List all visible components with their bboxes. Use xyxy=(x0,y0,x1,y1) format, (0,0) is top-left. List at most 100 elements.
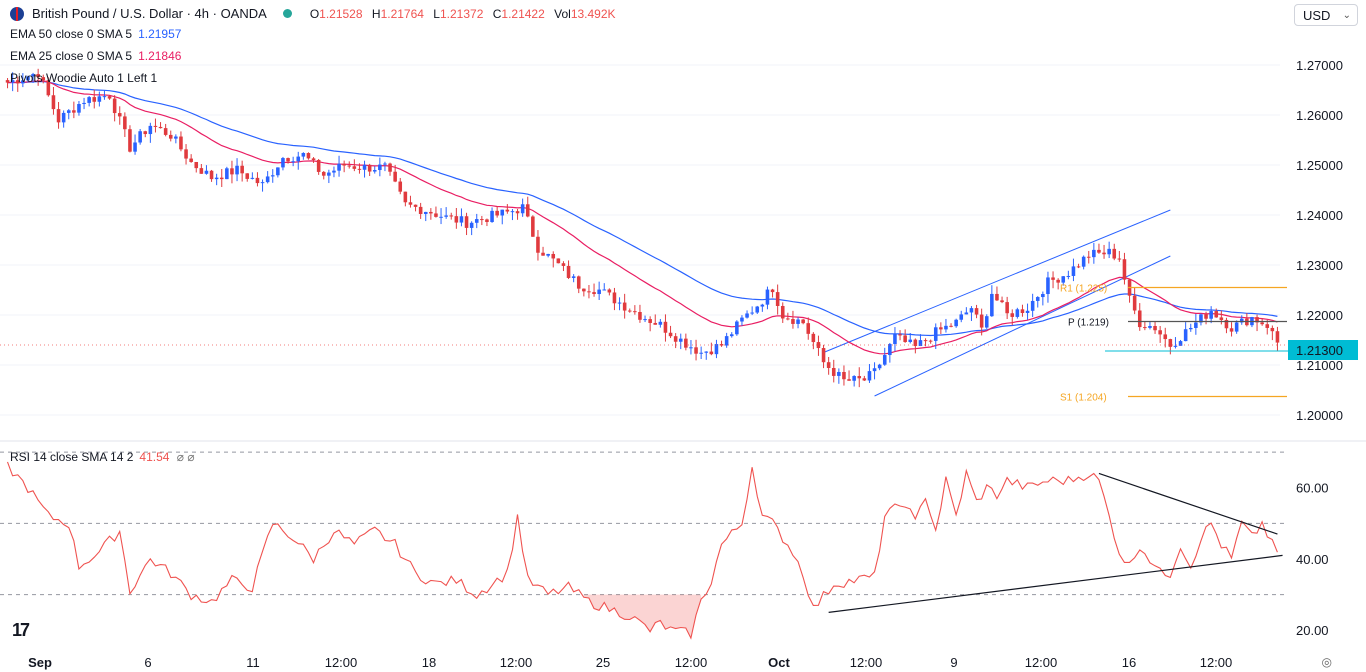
price-axis: 1.27000 1.26000 1.25000 1.24000 1.23000 1.220… xyxy=(1288,58,1358,423)
candle-body xyxy=(612,292,617,304)
rsi-panel: 60.00 40.00 20.00 xyxy=(0,451,1329,640)
ema50-label: EMA 50 close 0 SMA 5 xyxy=(10,27,133,41)
currency-value: USD xyxy=(1303,8,1331,23)
candle-body xyxy=(944,325,948,330)
candle-body xyxy=(882,355,887,365)
time-tick-label: 12:00 xyxy=(1025,655,1058,670)
candle-body xyxy=(393,171,397,182)
candle-body xyxy=(1051,277,1055,280)
candle-body xyxy=(26,76,30,81)
rsi-legend[interactable]: RSI 14 close SMA 14 2 41.54 ⌀ ⌀ xyxy=(10,450,195,464)
candle-body xyxy=(1097,249,1101,253)
candle-body xyxy=(102,96,107,98)
candle-body xyxy=(337,163,341,171)
candle-body xyxy=(332,170,336,173)
candle-body xyxy=(933,327,938,341)
candle-body xyxy=(1163,334,1168,340)
pivots-label: Pivots Woodie Auto 1 Left 1 xyxy=(10,71,158,85)
tradingview-logo-icon: 17 xyxy=(12,620,30,640)
candle-body xyxy=(1188,327,1193,330)
candle-body xyxy=(429,211,433,214)
candle-body xyxy=(622,302,627,311)
time-axis: Sep 6 11 12:00 18 12:00 25 12:00 Oct 12:00 9 12:00 1… xyxy=(28,655,1232,670)
candle-body xyxy=(1148,326,1152,328)
rsi-line xyxy=(6,461,1278,640)
price-tick-label: 1.22000 xyxy=(1296,308,1343,323)
candle-body xyxy=(485,219,489,223)
candle-body xyxy=(791,319,795,324)
candle-body xyxy=(877,364,882,369)
candle-body xyxy=(230,168,234,175)
candle-body xyxy=(694,347,698,354)
pivot-label: P (1.219) xyxy=(1068,318,1109,329)
ema25-legend[interactable]: EMA 25 close 0 SMA 5 1.21846 xyxy=(10,49,181,63)
candle-body xyxy=(72,110,76,113)
candle-body xyxy=(801,319,805,324)
candle-body xyxy=(1194,322,1198,328)
candle-body xyxy=(520,204,525,214)
pivots-legend[interactable]: Pivots Woodie Auto 1 Left 1 xyxy=(10,71,157,85)
candle-body xyxy=(480,219,484,221)
candle-body xyxy=(77,104,81,113)
ohlc-open-value: 1.21528 xyxy=(319,6,363,21)
candle-body xyxy=(97,96,102,102)
candle-body xyxy=(857,376,862,379)
price-tick-label: 1.23000 xyxy=(1296,258,1343,273)
candle-body xyxy=(872,368,877,372)
ema50-legend[interactable]: EMA 50 close 0 SMA 5 1.21957 xyxy=(10,27,181,41)
candle-body xyxy=(1122,259,1127,280)
candle-body xyxy=(321,171,326,176)
time-tick-label: 12:00 xyxy=(1200,655,1233,670)
candle-body xyxy=(163,128,168,135)
candle-body xyxy=(184,149,188,159)
candle-body xyxy=(61,112,66,123)
candle-body xyxy=(464,216,469,228)
candle-body xyxy=(128,129,132,152)
candle-body xyxy=(602,289,607,291)
candle-body xyxy=(1025,310,1030,314)
candle-body xyxy=(1030,300,1035,311)
candle-body xyxy=(357,168,362,170)
candle-body xyxy=(648,319,652,323)
candle-body xyxy=(1005,302,1009,314)
candle-body xyxy=(1086,256,1091,258)
price-tick-label: 1.20000 xyxy=(1296,408,1343,423)
time-tick-label: 12:00 xyxy=(500,655,533,670)
candle-body xyxy=(1234,322,1239,332)
candle-body xyxy=(439,216,443,218)
candle-body xyxy=(551,253,556,259)
candle-body xyxy=(92,97,97,102)
candle-body xyxy=(587,291,591,293)
candle-body xyxy=(1270,327,1275,332)
candle-body xyxy=(15,80,20,84)
symbol-title[interactable]: British Pound / U.S. Dollar · 4h · OANDA xyxy=(32,6,267,21)
rsi-tick-label: 60.00 xyxy=(1296,481,1329,496)
candle-body xyxy=(260,182,265,184)
candle-body xyxy=(301,153,306,157)
settings-icon[interactable]: ◎ xyxy=(1321,655,1332,669)
candle-body xyxy=(531,216,535,237)
ema50-value: 1.21957 xyxy=(138,27,182,41)
ema25-label: EMA 25 close 0 SMA 5 xyxy=(10,49,133,63)
time-tick-label: 9 xyxy=(950,655,957,670)
pivot-label: R1 (1.225) xyxy=(1060,284,1107,295)
candle-body xyxy=(959,314,964,320)
candle-body xyxy=(474,219,479,223)
candle-body xyxy=(617,302,622,304)
eye-off-icon[interactable]: ⌀ ⌀ xyxy=(176,450,195,464)
candle-body xyxy=(56,109,61,123)
ohlc-vol-label: Vol xyxy=(554,6,571,21)
candle-body xyxy=(1239,318,1244,323)
candle-body xyxy=(852,376,856,381)
price-tick-label: 1.25000 xyxy=(1296,158,1343,173)
candle-body xyxy=(1056,279,1060,283)
currency-select[interactable]: USD ⌄ xyxy=(1294,4,1358,26)
candle-body xyxy=(862,378,867,381)
candle-body xyxy=(398,181,403,192)
candle-body xyxy=(582,288,586,292)
candle-body xyxy=(265,176,270,183)
candle-body xyxy=(1143,327,1147,329)
rsi-oversold-fill xyxy=(583,594,702,639)
ema-lines xyxy=(7,80,1278,355)
